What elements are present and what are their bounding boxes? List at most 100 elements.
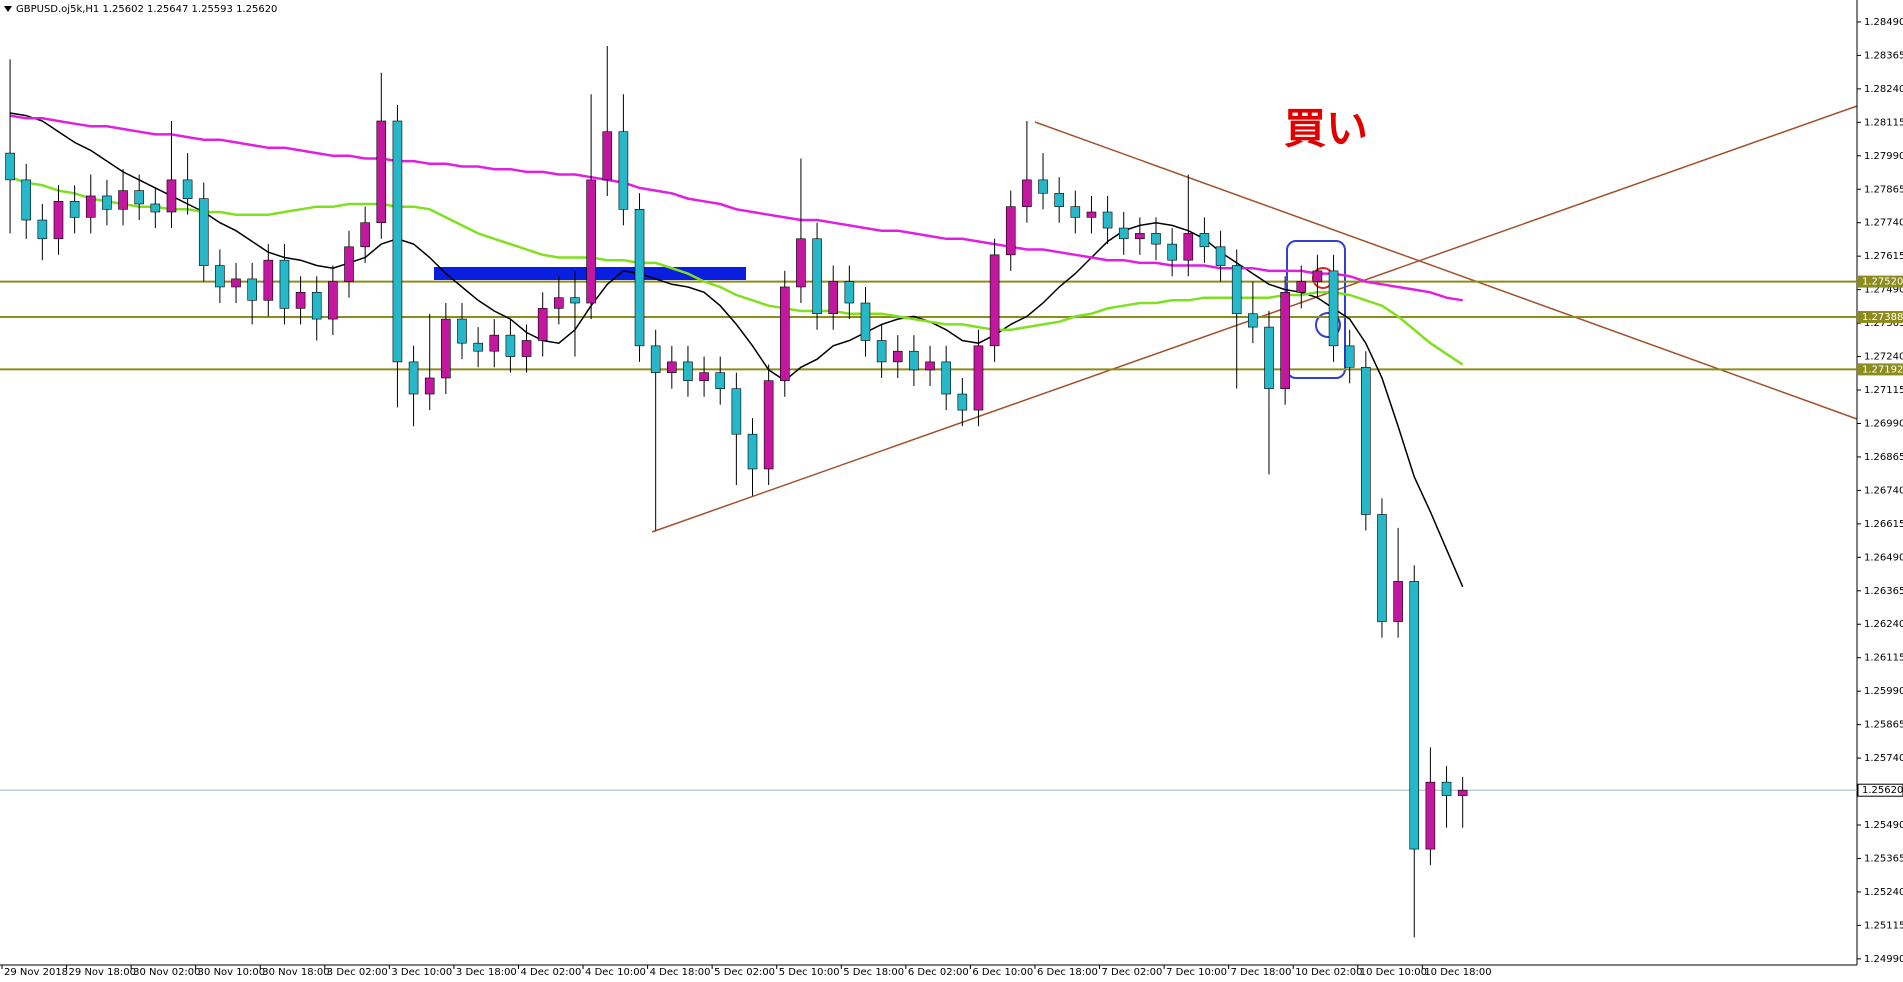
y-tick-label: 1.26615 bbox=[1864, 519, 1903, 530]
candle-body bbox=[295, 292, 306, 309]
x-tick-label: 6 Dec 02:00 bbox=[908, 967, 969, 978]
candle-body bbox=[1038, 179, 1048, 194]
x-tick-label: 30 Nov 18:00 bbox=[262, 967, 329, 978]
candle-body bbox=[957, 393, 968, 411]
candle-body bbox=[989, 254, 1000, 347]
candle-body bbox=[1151, 233, 1161, 245]
annotation: 買い bbox=[1284, 104, 1368, 153]
candle-body bbox=[53, 200, 64, 240]
x-tick-label: 29 Nov 18:00 bbox=[69, 967, 136, 978]
x-tick-label: 5 Dec 10:00 bbox=[779, 967, 840, 978]
candle-body bbox=[763, 380, 774, 470]
y-tick-label: 1.25240 bbox=[1864, 887, 1903, 898]
candle-body bbox=[1054, 192, 1064, 207]
y-tick-label: 1.26115 bbox=[1864, 653, 1903, 664]
candle-body bbox=[311, 292, 322, 320]
x-tick-label: 30 Nov 10:00 bbox=[198, 967, 265, 978]
candle-body bbox=[1280, 292, 1290, 389]
candle-body bbox=[21, 179, 32, 221]
level-label: 1.27192 bbox=[1862, 364, 1903, 375]
candle-body bbox=[973, 345, 984, 411]
y-tick-label: 1.25365 bbox=[1864, 853, 1903, 864]
candle-body bbox=[118, 190, 128, 210]
candle-body bbox=[925, 361, 935, 371]
y-tick-label: 1.28490 bbox=[1864, 17, 1903, 28]
candle-body bbox=[1199, 233, 1210, 248]
x-tick-label: 4 Dec 02:00 bbox=[520, 967, 581, 978]
candle-body bbox=[489, 334, 500, 352]
candle-body bbox=[1361, 366, 1371, 515]
x-tick-label: 3 Dec 02:00 bbox=[327, 967, 388, 978]
y-tick-label: 1.26740 bbox=[1864, 485, 1903, 496]
candle-body bbox=[1441, 781, 1452, 796]
marker-circle bbox=[1315, 312, 1341, 338]
y-tick-label: 1.25990 bbox=[1864, 686, 1903, 697]
candle-body bbox=[1022, 179, 1032, 207]
candle-body bbox=[844, 281, 855, 304]
last-price-label: 1.25620 bbox=[1862, 785, 1903, 796]
y-tick-label: 1.27490 bbox=[1864, 285, 1903, 296]
last-price-box bbox=[1857, 783, 1903, 797]
candle-body bbox=[1248, 313, 1258, 328]
y-tick-label: 1.27365 bbox=[1864, 318, 1903, 329]
candle-body bbox=[424, 377, 435, 395]
y-tick-label: 1.25865 bbox=[1864, 720, 1903, 731]
candle-body bbox=[1409, 581, 1420, 850]
candle-body bbox=[360, 222, 370, 248]
candle-body bbox=[1183, 233, 1194, 261]
candle-body bbox=[441, 318, 451, 379]
candle-body bbox=[1167, 243, 1177, 261]
x-tick-label: 30 Nov 02:00 bbox=[133, 967, 200, 978]
candle-body bbox=[521, 340, 532, 357]
candle-body bbox=[1312, 270, 1323, 282]
candle-body bbox=[570, 297, 580, 304]
candle-body bbox=[828, 281, 839, 315]
candle-body bbox=[747, 433, 758, 470]
y-tick-label: 1.26990 bbox=[1864, 418, 1903, 429]
y-tick-label: 1.27615 bbox=[1864, 251, 1903, 262]
y-tick-label: 1.26490 bbox=[1864, 552, 1903, 563]
menu-triangle[interactable] bbox=[4, 6, 12, 12]
y-tick-label: 1.28240 bbox=[1864, 84, 1903, 95]
candle-body bbox=[715, 372, 726, 389]
candle-body bbox=[1457, 789, 1468, 796]
y-tick-label: 1.25740 bbox=[1864, 753, 1903, 764]
candle-body bbox=[731, 388, 742, 435]
y-tick-label: 1.27865 bbox=[1864, 184, 1903, 195]
candle-body bbox=[1135, 233, 1145, 240]
candle-body bbox=[1377, 514, 1387, 622]
candle-body bbox=[37, 219, 48, 240]
candle-body bbox=[263, 259, 274, 301]
y-tick-label: 1.26865 bbox=[1864, 452, 1903, 463]
x-tick-label: 3 Dec 18:00 bbox=[456, 967, 517, 978]
candle-body bbox=[602, 131, 613, 181]
candle-body bbox=[586, 179, 596, 304]
x-tick-label: 10 Dec 18:00 bbox=[1424, 967, 1491, 978]
candle-body bbox=[699, 372, 709, 381]
candle-body bbox=[279, 259, 290, 309]
candle-body bbox=[85, 195, 96, 218]
candle-body bbox=[215, 265, 225, 288]
candle-body bbox=[1070, 206, 1081, 218]
candle-body bbox=[457, 318, 467, 344]
candle-body bbox=[392, 120, 403, 363]
candle-body bbox=[683, 361, 693, 381]
candle-body bbox=[1118, 227, 1129, 240]
candle-body bbox=[667, 361, 677, 373]
level-label: 1.27520 bbox=[1862, 277, 1903, 288]
y-tick-label: 1.24990 bbox=[1864, 954, 1903, 965]
candle-body bbox=[892, 350, 903, 363]
candle-body bbox=[376, 120, 387, 224]
candle-body bbox=[941, 361, 951, 395]
candle-body bbox=[1231, 265, 1242, 315]
y-tick-label: 1.27240 bbox=[1864, 352, 1903, 363]
candle-body bbox=[102, 195, 112, 210]
x-tick-label: 3 Dec 10:00 bbox=[391, 967, 452, 978]
x-tick-label: 5 Dec 02:00 bbox=[714, 967, 775, 978]
x-tick-label: 4 Dec 18:00 bbox=[650, 967, 711, 978]
candle-body bbox=[909, 350, 919, 371]
candle-body bbox=[812, 238, 822, 315]
candle-body bbox=[198, 198, 209, 266]
candle-body bbox=[1393, 581, 1403, 622]
